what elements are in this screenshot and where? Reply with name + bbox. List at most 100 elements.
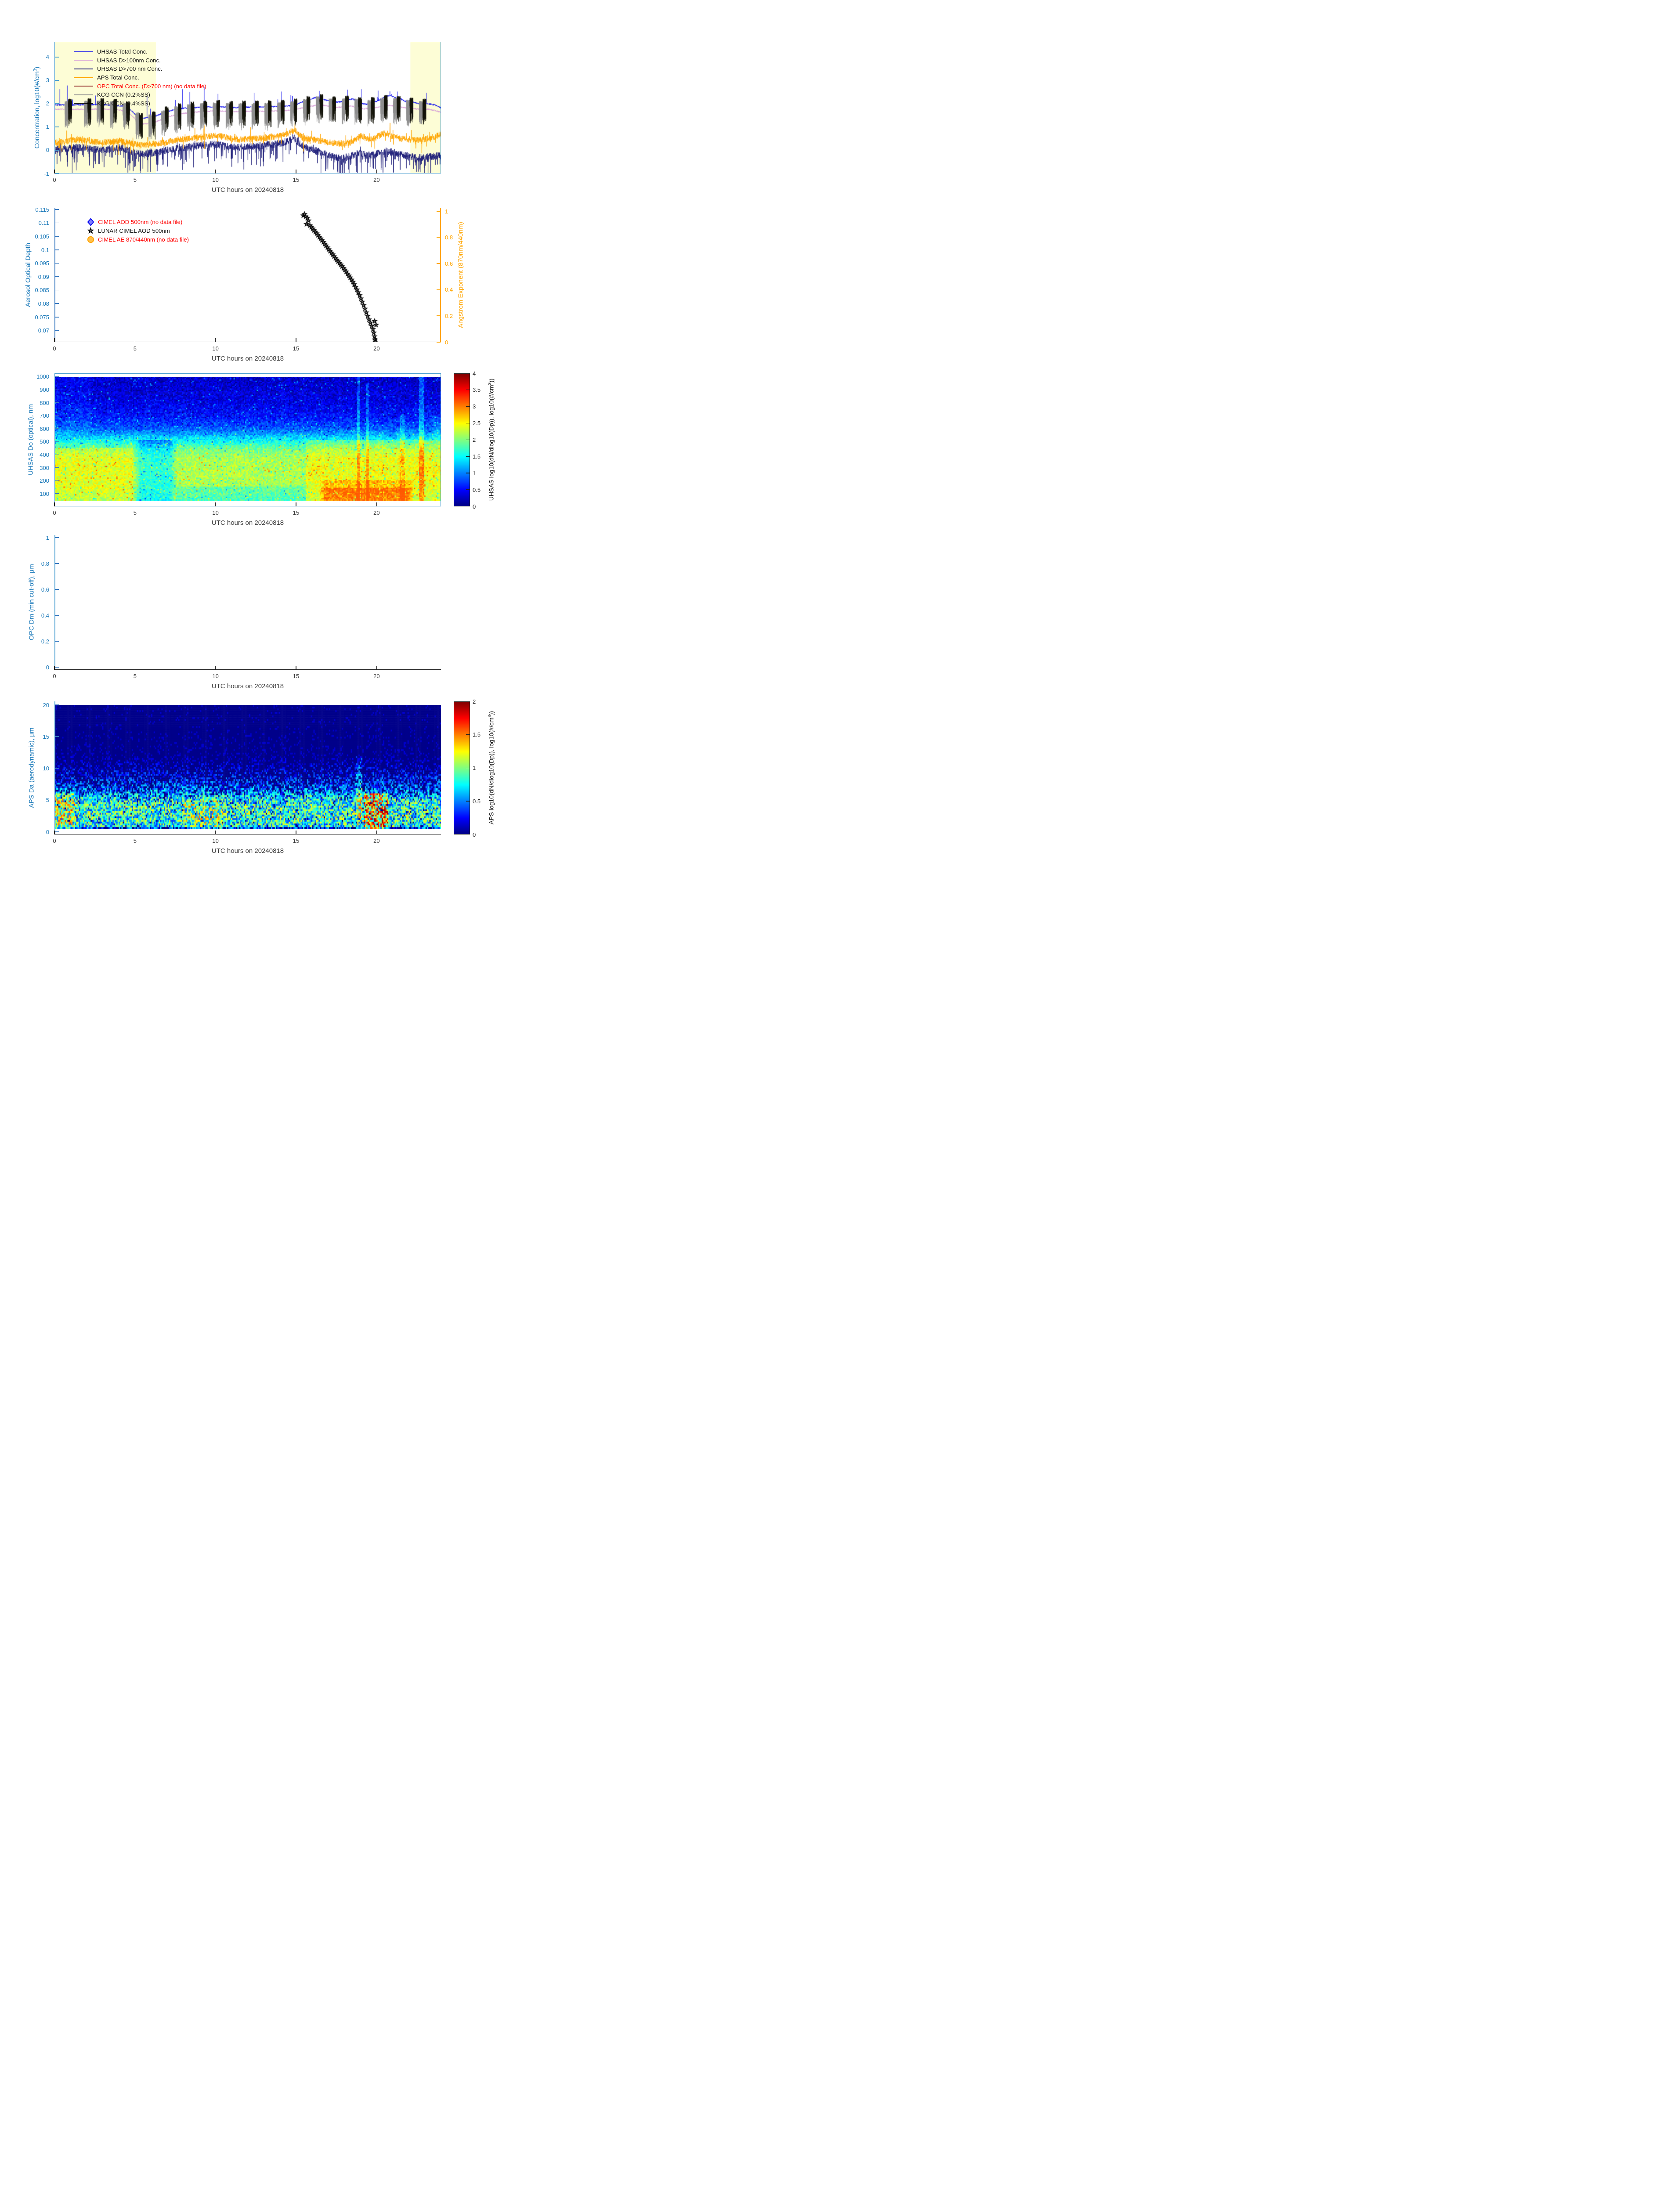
x-tick-mark [54,338,55,342]
x-tick-label: 20 [373,673,380,679]
y-tick-label: 0.4 [445,286,453,293]
circle-marker-icon [87,236,94,243]
y-tick-mark [437,263,441,264]
y-tick-mark [55,126,59,127]
colorbar-tick-label: 2 [473,698,476,705]
panel4-bottom-spine [54,669,441,670]
x-tick-label: 0 [53,177,56,183]
legend-item: CIMEL AOD 500nm (no data file) [87,218,189,227]
panel1-legend: UHSAS Total Conc. UHSAS D>100nm Conc. UHSA… [74,47,206,108]
x-tick-mark [54,502,55,506]
x-tick-mark [134,831,136,834]
y-tick-label: 200 [40,477,49,484]
x-tick-label: 0 [53,838,56,844]
y-tick-label: 1000 [36,373,49,380]
legend-item-label: LUNAR CIMEL AOD 500nm [98,227,170,234]
legend-line-swatch [74,94,93,95]
y-tick-mark [55,615,59,616]
star-marker-icon [87,227,94,234]
panel2-x-axis-label: UTC hours on 20240818 [211,355,284,362]
x-tick-label: 10 [212,177,219,183]
x-tick-label: 10 [212,509,219,516]
x-tick-label: 5 [133,177,137,183]
colorbar-tick-label: 1 [473,765,476,771]
x-tick-mark [215,502,216,506]
colorbar-tick-label: 0 [473,831,476,838]
y-tick-mark [55,209,59,210]
legend-item-label: UHSAS D>700 nm Conc. [97,65,163,72]
y-tick-mark [55,667,59,668]
y-tick-label: 5 [46,797,49,804]
legend-item-label: UHSAS Total Conc. [97,48,148,55]
y-tick-mark [55,149,59,151]
x-tick-label: 20 [373,509,380,516]
x-tick-mark [376,338,377,342]
x-tick-label: 5 [133,838,137,844]
x-tick-label: 5 [133,345,137,352]
legend-item-label: APS Total Conc. [97,74,139,81]
y-tick-mark [55,441,59,442]
y-tick-label: 0.105 [35,233,49,240]
x-tick-label: 10 [212,345,219,352]
y-tick-mark [55,317,59,318]
y-tick-label: 400 [40,451,49,459]
y-tick-label: 600 [40,425,49,432]
y-tick-mark [55,641,59,642]
colorbar-tick-label: 3.5 [473,386,481,394]
y-tick-label: 0 [46,664,49,671]
y-tick-mark [55,428,59,429]
y-tick-mark [55,736,59,737]
x-tick-label: 20 [373,838,380,844]
y-tick-mark [55,799,59,801]
x-tick-label: 15 [293,177,300,183]
y-tick-label: 0.2 [445,312,453,319]
y-tick-label: 0.08 [38,300,49,307]
x-tick-mark [215,666,216,670]
colorbar-tick-label: 0.5 [473,798,481,805]
y-tick-mark [55,480,59,481]
y-tick-mark [55,276,59,277]
x-tick-mark [54,170,55,173]
diamond-marker-icon [87,218,94,226]
y-tick-label: 0.8 [445,234,453,241]
x-tick-label: 10 [212,673,219,679]
y-tick-label: 20 [43,701,49,708]
y-tick-mark [55,79,59,81]
legend-item-label: KCG CCN (0.4%SS) [97,100,150,107]
panel4-x-axis-label: UTC hours on 20240818 [211,683,284,690]
colorbar-tick-label: 1.5 [473,731,481,738]
x-tick-mark [54,831,55,834]
x-tick-mark [215,338,216,342]
y-tick-mark [55,831,59,832]
y-tick-label: 500 [40,438,49,445]
legend-item-label: CIMEL AE 870/440nm (no data file) [98,236,189,243]
x-tick-label: 0 [53,673,56,679]
y-tick-label: 0.085 [35,287,49,294]
y-tick-label: 10 [43,765,49,772]
x-tick-mark [215,831,216,834]
legend-item: APS Total Conc. [74,73,206,82]
y-tick-mark [55,768,59,769]
y-tick-mark [55,236,59,237]
panel3-x-axis-label: UTC hours on 20240818 [211,519,284,527]
y-tick-mark [55,704,59,705]
legend-line-swatch [74,77,93,78]
y-tick-label: 0.6 [445,260,453,267]
y-tick-label: 1 [445,208,448,215]
y-tick-label: 0.07 [38,327,49,334]
colorbar-tick-label: 3 [473,403,476,410]
legend-item: UHSAS D>100nm Conc. [74,56,206,65]
x-tick-label: 0 [53,345,56,352]
colorbar-tick-label: 1.5 [473,453,481,460]
y-tick-label: 0.075 [35,314,49,321]
x-tick-mark [134,338,136,342]
x-tick-label: 15 [293,673,300,679]
y-tick-label: 0 [46,828,49,835]
x-tick-label: 15 [293,345,300,352]
y-tick-label: 3 [46,77,49,84]
y-tick-mark [55,303,59,304]
panel2-legend: CIMEL AOD 500nm (no data file) LUNAR CIME… [87,218,189,244]
legend-item: UHSAS D>700 nm Conc. [74,65,206,73]
legend-item-label: UHSAS D>100nm Conc. [97,57,161,64]
x-tick-label: 10 [212,838,219,844]
